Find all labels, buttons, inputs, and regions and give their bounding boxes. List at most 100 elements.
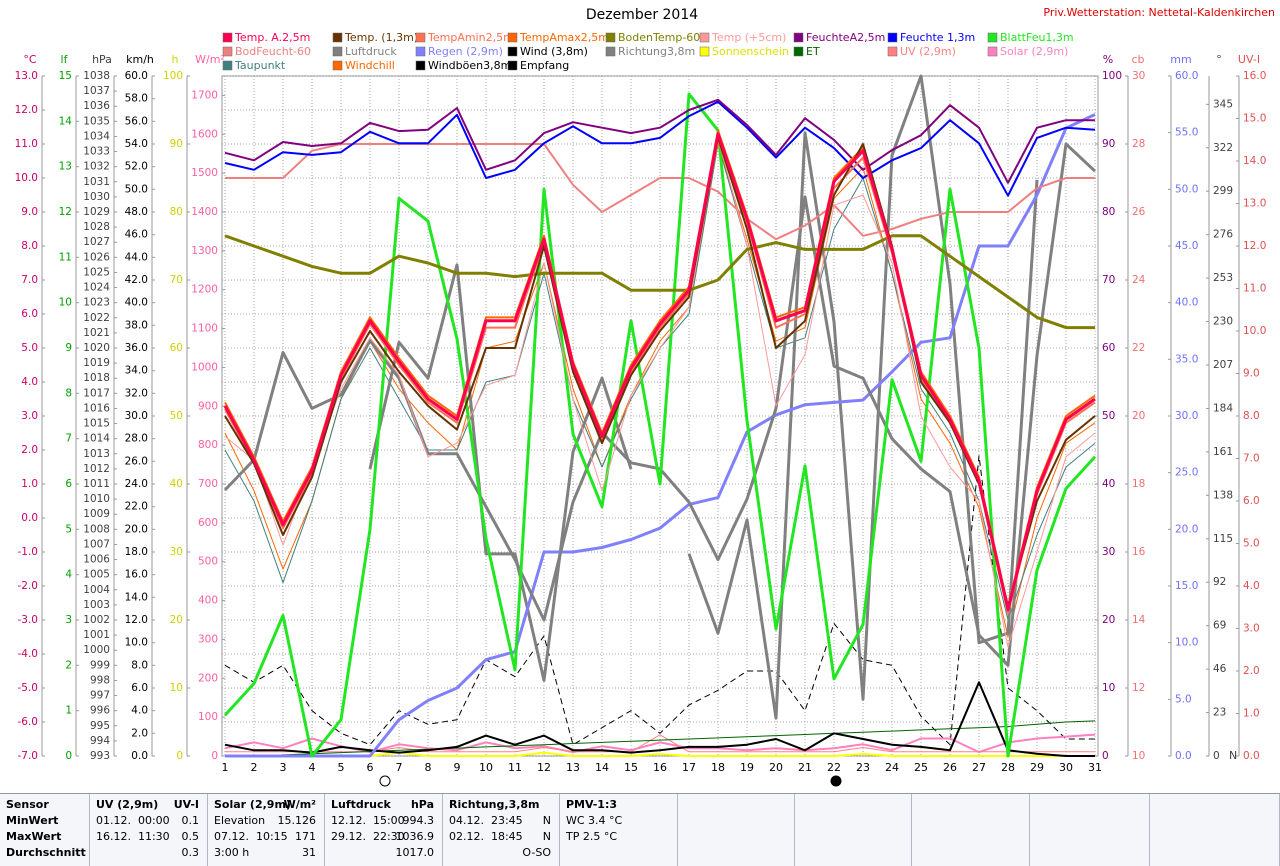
y-tick-label: 5.0 xyxy=(21,342,38,354)
y-tick-label: 161 xyxy=(1213,446,1233,458)
table-header: hPa xyxy=(410,798,434,811)
y-tick-label: 10.0 xyxy=(125,637,148,649)
y-tick-label: 10 xyxy=(170,682,183,694)
legend-label: Windböen3,8m xyxy=(428,59,511,72)
y-tick-label: 994 xyxy=(90,735,110,747)
y-tick-label: 20 xyxy=(170,614,183,626)
y-tick-label: 993 xyxy=(90,750,110,762)
legend-label: TempAmax2,5m xyxy=(519,31,609,44)
y-tick-label: 9 xyxy=(65,342,72,354)
legend-label: UV (2,9m) xyxy=(900,45,956,58)
y-tick-label: 40 xyxy=(1102,478,1115,490)
y-tick-label: 12.0 xyxy=(1243,240,1266,252)
y-tick-label: 10 xyxy=(1102,682,1115,694)
y-tick-label: 1015 xyxy=(83,418,110,430)
y-tick-label: -2.0 xyxy=(18,580,39,592)
x-tick-label: 30 xyxy=(1059,761,1073,774)
series-line xyxy=(223,142,1097,667)
series-line xyxy=(224,234,1095,330)
y-tick-label: 56.0 xyxy=(125,115,148,127)
y-tick-label: 32.0 xyxy=(125,387,148,399)
table-cell: 0.5 xyxy=(181,830,200,843)
legend-swatch xyxy=(987,46,998,57)
y-tick-label: 1003 xyxy=(83,599,110,611)
series-line xyxy=(224,455,1095,746)
table-column: Sensor MinWert MaxWert Durchschnitt xyxy=(0,794,90,866)
y-tick-label: 1019 xyxy=(83,357,110,369)
y-tick-label: 1.0 xyxy=(21,478,38,490)
y-tick-label: 999 xyxy=(90,659,110,671)
series-line xyxy=(224,136,1096,648)
y-tick-label: 1014 xyxy=(83,433,110,445)
y-tick-label: 23 xyxy=(1213,707,1226,719)
series-line xyxy=(223,132,1096,612)
table-header: Luftdruck xyxy=(331,798,391,811)
y-tick-label: 8.0 xyxy=(131,659,148,671)
y-tick-label: 22 xyxy=(1132,342,1145,354)
table-cell: Elevation xyxy=(214,814,266,827)
y-tick-label: -5.0 xyxy=(18,682,39,694)
x-tick-label: 29 xyxy=(1030,761,1044,774)
legend-swatch xyxy=(507,32,518,43)
legend-label: BodenTemp-60 xyxy=(618,31,700,44)
series-line xyxy=(224,98,1095,184)
table-cell: 994.3 xyxy=(402,814,435,827)
y-tick-label: 60 xyxy=(1102,342,1115,354)
y-tick-label: 58.0 xyxy=(125,93,148,105)
series-line xyxy=(224,681,1095,757)
y-tick-label: 22.0 xyxy=(125,501,148,513)
table-cell: O-SO xyxy=(522,846,551,859)
y-tick-label: 1034 xyxy=(83,130,110,142)
y-tick-label: 1016 xyxy=(83,402,110,414)
y-tick-label: 322 xyxy=(1213,142,1233,154)
x-tick-label: 9 xyxy=(454,761,461,774)
table-cell: WC 3.4 °C xyxy=(566,814,623,827)
y-tick-label: 16.0 xyxy=(125,569,148,581)
y-tick-label: 12.0 xyxy=(125,614,148,626)
legend-swatch xyxy=(332,60,343,71)
y-tick-label: 18 xyxy=(1132,478,1145,490)
legend-swatch xyxy=(415,46,426,57)
y-tick-label: 20.0 xyxy=(1175,523,1198,535)
y-tick-label: 30 xyxy=(1102,546,1115,558)
legend-label: Sonnenschein xyxy=(712,45,789,58)
table-column: Richtung,3,8m 04.12. 23:45 N 02.12. 18:45 N O… xyxy=(443,794,560,866)
y-tick-label: 1011 xyxy=(83,478,110,490)
y-tick-label: 70 xyxy=(170,274,183,286)
y-tick-label: 0 xyxy=(176,750,183,762)
y-tick-label: 10.0 xyxy=(1175,637,1198,649)
legend-label: Wind (3,8m) xyxy=(520,45,588,58)
y-tick-label: 1017 xyxy=(83,387,110,399)
table-cell: N xyxy=(542,814,551,827)
y-tick-label: 40.0 xyxy=(1175,297,1198,309)
y-tick-label: -7.0 xyxy=(18,750,39,762)
y-tick-label: 1027 xyxy=(83,236,110,248)
y-tick-label: 1018 xyxy=(83,372,110,384)
legend-swatch xyxy=(793,46,804,57)
y-tick-label: 700 xyxy=(198,478,218,490)
y-tick-label: 60.0 xyxy=(125,70,148,82)
table-cell: 07.12. 10:15 xyxy=(214,830,288,843)
legend-label: Temp. (1,3m) xyxy=(344,31,418,44)
y-tick-label: 0 xyxy=(65,750,72,762)
table-column: Solar (2,9m) W/m² Elevation 15.126 07.12. 10… xyxy=(208,794,325,866)
y-tick-label: 1007 xyxy=(83,538,110,550)
legend-swatch xyxy=(415,32,426,43)
y-tick-label: 15.0 xyxy=(1243,113,1266,125)
y-tick-label: 15.0 xyxy=(1175,580,1198,592)
chart-title: Dezember 2014 xyxy=(586,7,698,23)
y-tick-label: 34.0 xyxy=(125,365,148,377)
y-tick-label: 253 xyxy=(1213,272,1233,284)
y-tick-label: 50 xyxy=(1102,410,1115,422)
x-tick-label: 4 xyxy=(309,761,316,774)
y-tick-label: 16 xyxy=(1132,546,1146,558)
table-column xyxy=(678,794,795,866)
y-tick-label: 1022 xyxy=(83,312,110,324)
y-tick-label: 1025 xyxy=(83,266,110,278)
table-column xyxy=(1030,794,1150,866)
y-tick-label: 115 xyxy=(1213,533,1233,545)
x-tick-label: 17 xyxy=(682,761,696,774)
y-tick-label: 1600 xyxy=(191,128,218,140)
table-cell: Durchschnitt xyxy=(6,846,86,859)
axis-title: hPa xyxy=(92,53,112,66)
